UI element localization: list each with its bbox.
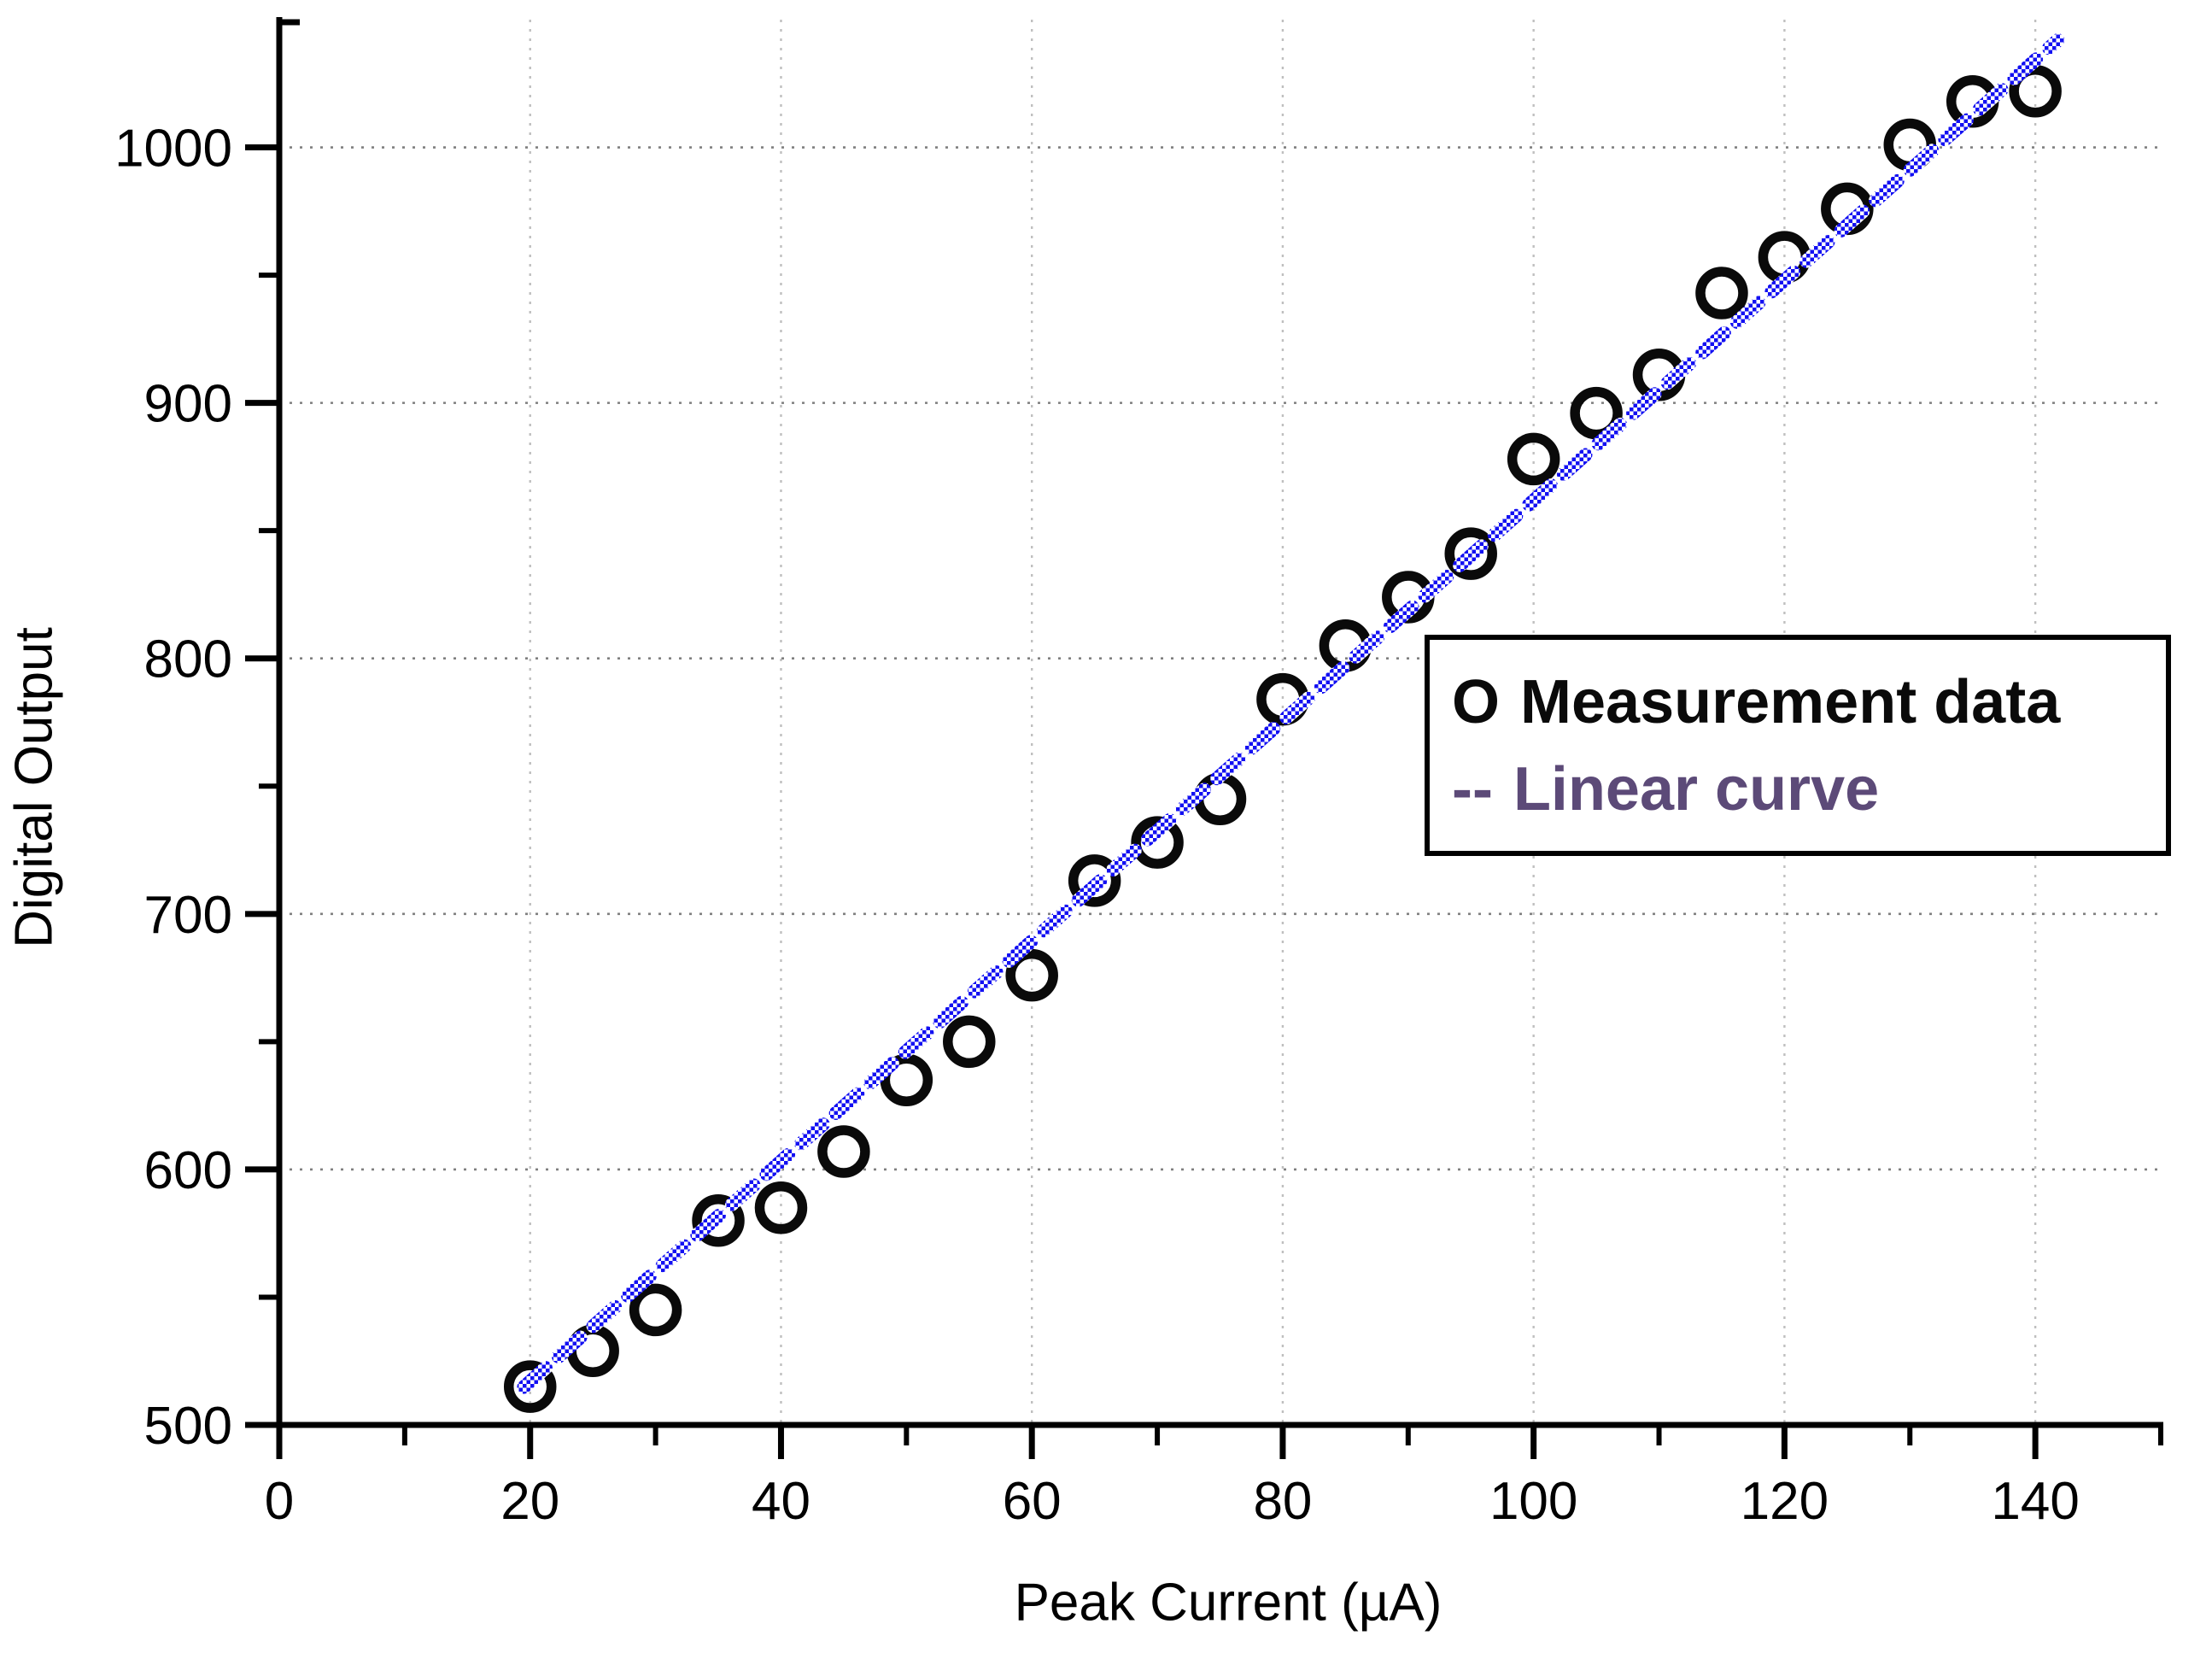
y-tick-label: 600 [144, 1141, 232, 1200]
y-tick-label: 900 [144, 375, 232, 434]
data-point [692, 1193, 745, 1247]
data-point [629, 1283, 682, 1337]
legend-marker-dash-icon: -- [1452, 754, 1493, 824]
x-tick-label: 0 [265, 1472, 294, 1531]
x-axis-title: Peak Current (µA) [1014, 1573, 1442, 1633]
legend-item-linear: -- Linear curve [1452, 750, 2166, 829]
x-tick-label: 140 [1991, 1472, 2079, 1531]
legend-label-linear: Linear curve [1513, 754, 1880, 824]
y-tick-label: 500 [144, 1397, 232, 1456]
data-point [503, 1360, 557, 1413]
data-point [943, 1015, 996, 1069]
y-tick-label: 700 [144, 886, 232, 945]
legend-marker-circle-icon: O [1452, 667, 1501, 736]
legend-item-measurement: O Measurement data [1452, 663, 2166, 742]
y-axis-title: Digital Output [4, 627, 64, 948]
x-tick-label: 100 [1489, 1472, 1577, 1531]
fit-line [517, 33, 2065, 1394]
x-tick-label: 40 [752, 1472, 810, 1531]
y-tick-label: 800 [144, 630, 232, 689]
data-point [2009, 64, 2062, 118]
legend-label-measurement: Measurement data [1520, 667, 2061, 736]
legend-box: O Measurement data -- Linear curve [1425, 635, 2171, 856]
x-tick-label: 20 [500, 1472, 559, 1531]
data-point [754, 1181, 808, 1234]
data-point [1444, 527, 1497, 580]
y-tick-label: 1000 [114, 120, 232, 179]
data-point [1068, 854, 1121, 907]
data-point [1005, 948, 1058, 1002]
x-tick-label: 60 [1003, 1472, 1062, 1531]
data-point [1507, 432, 1560, 486]
x-tick-label: 80 [1253, 1472, 1312, 1531]
x-tick-label: 120 [1741, 1472, 1829, 1531]
data-point [1131, 816, 1184, 869]
data-point [1695, 267, 1748, 319]
data-point [817, 1125, 870, 1178]
data-point [1570, 386, 1623, 440]
